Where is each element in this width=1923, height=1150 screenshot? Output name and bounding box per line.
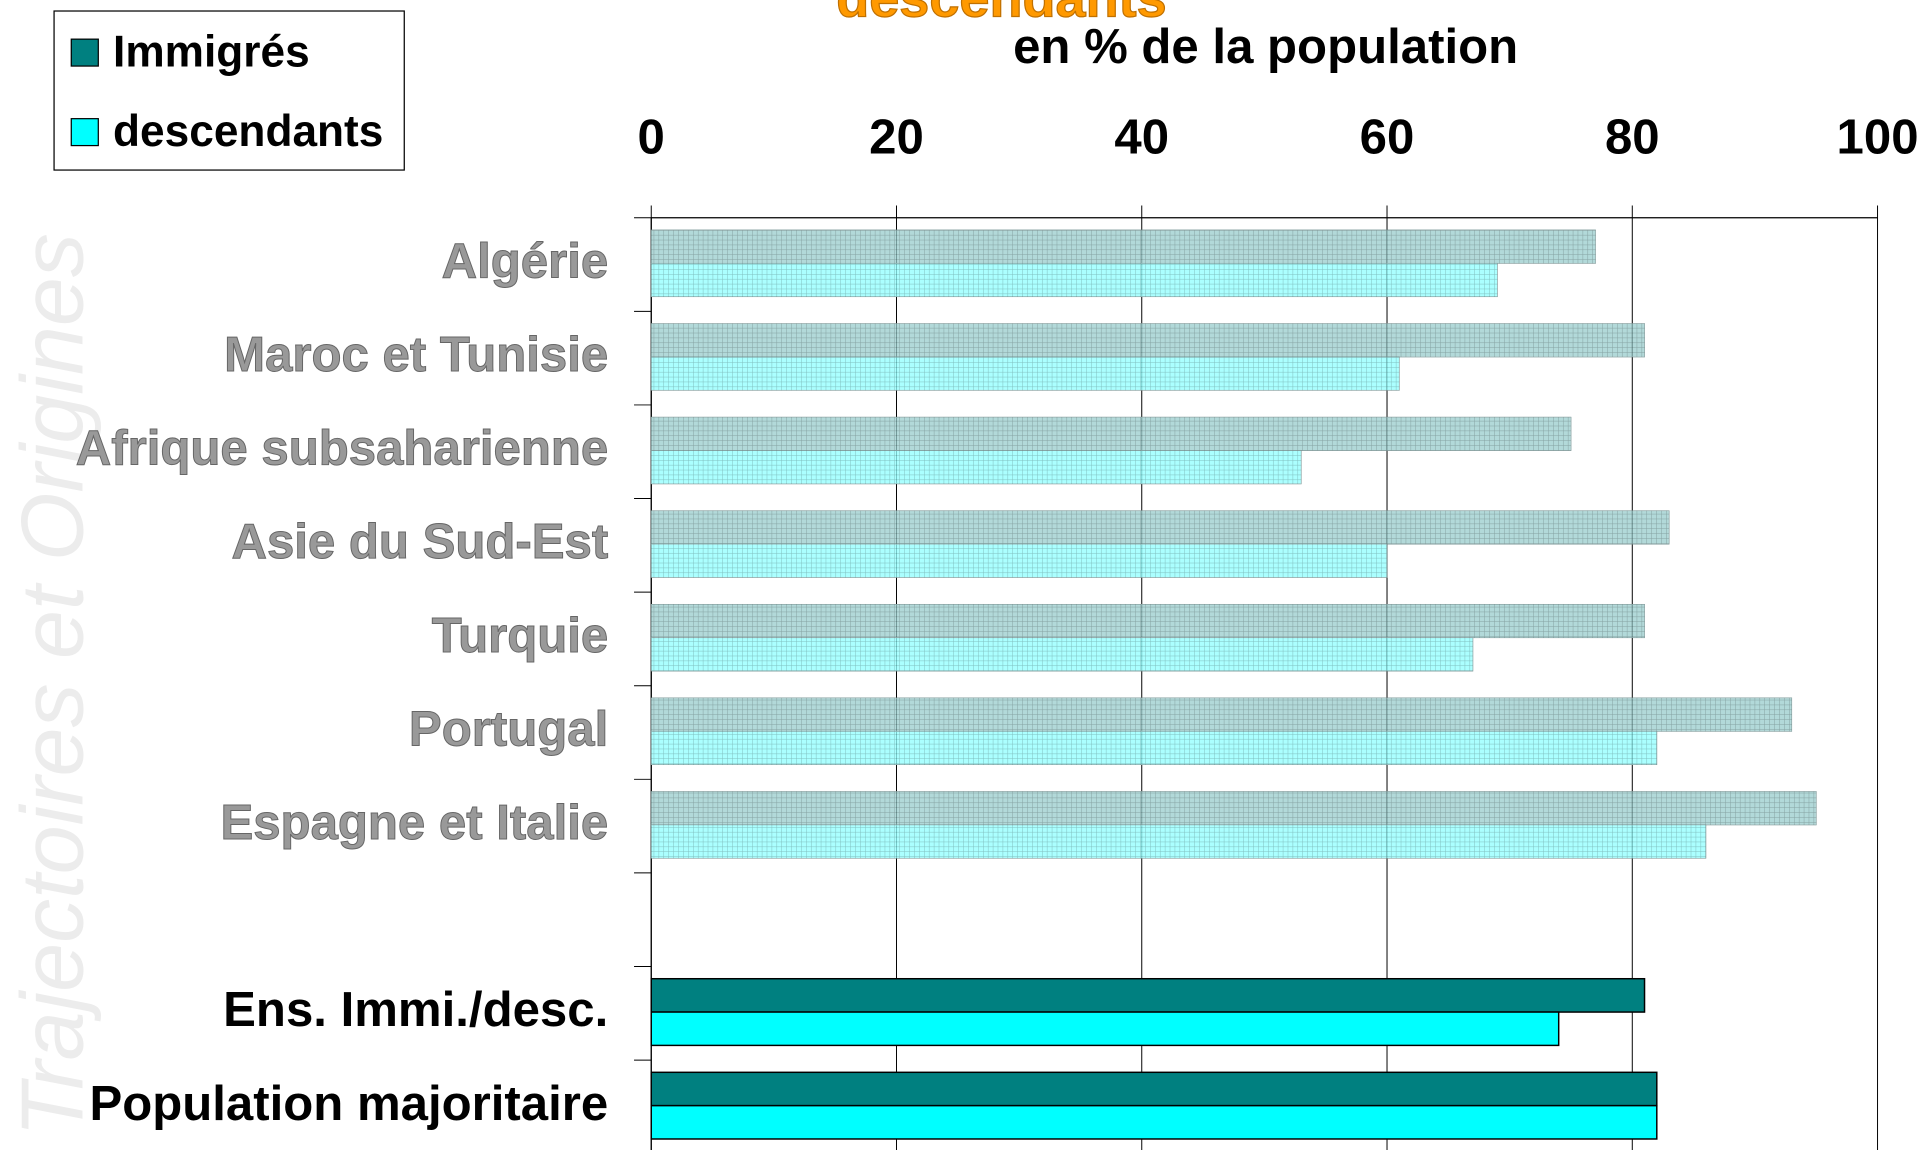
y-tick-label: Maroc et Tunisie	[224, 328, 608, 382]
x-tick-label: 20	[869, 111, 924, 165]
x-tick-label: 0	[638, 111, 665, 165]
chart-title: descendants	[836, 0, 1166, 29]
y-tick-label: Turquie	[432, 609, 609, 663]
bar	[650, 1071, 1658, 1107]
bar-hatch	[651, 544, 1388, 578]
bar-hatch	[651, 356, 1400, 391]
x-tick-label: 60	[1360, 111, 1415, 165]
y-tick-label: Population majoritaire	[89, 1077, 608, 1131]
x-tick-label: 40	[1114, 111, 1169, 165]
bar-hatch	[651, 604, 1645, 638]
y-tick-label: Espagne et Italie	[220, 796, 608, 850]
bar	[650, 1011, 1560, 1047]
bar-hatch	[651, 263, 1498, 297]
bar-hatch	[651, 230, 1596, 264]
legend-box	[53, 10, 405, 171]
x-tick-label: 100	[1837, 111, 1919, 165]
legend-label: Immigrés	[113, 28, 310, 77]
bar	[650, 1104, 1658, 1140]
watermark: Trajectoires et Origines	[2, 233, 101, 1137]
y-tick-label: Ens. Immi./desc.	[223, 983, 608, 1037]
x-tick-label: 80	[1605, 111, 1660, 165]
bar-hatch	[651, 791, 1817, 825]
bar-hatch	[651, 450, 1302, 484]
y-tick-label: Afrique subsaharienne	[76, 422, 608, 476]
y-tick-label: Portugal	[409, 703, 608, 757]
bar	[650, 977, 1646, 1013]
y-tick-label: Asie du Sud-Est	[231, 515, 608, 569]
bar-hatch	[651, 824, 1706, 859]
bar-hatch	[651, 637, 1473, 672]
bar-hatch	[651, 510, 1670, 545]
legend-label: descendants	[113, 107, 383, 156]
bar-hatch	[651, 697, 1792, 732]
bar-hatch	[651, 417, 1571, 451]
chart-subtitle: en % de la population	[1013, 20, 1518, 74]
bar-hatch	[651, 731, 1657, 765]
bar-hatch	[651, 323, 1645, 357]
y-tick-label: Algérie	[442, 235, 609, 289]
legend-swatch	[70, 38, 99, 67]
legend-swatch	[70, 118, 99, 147]
